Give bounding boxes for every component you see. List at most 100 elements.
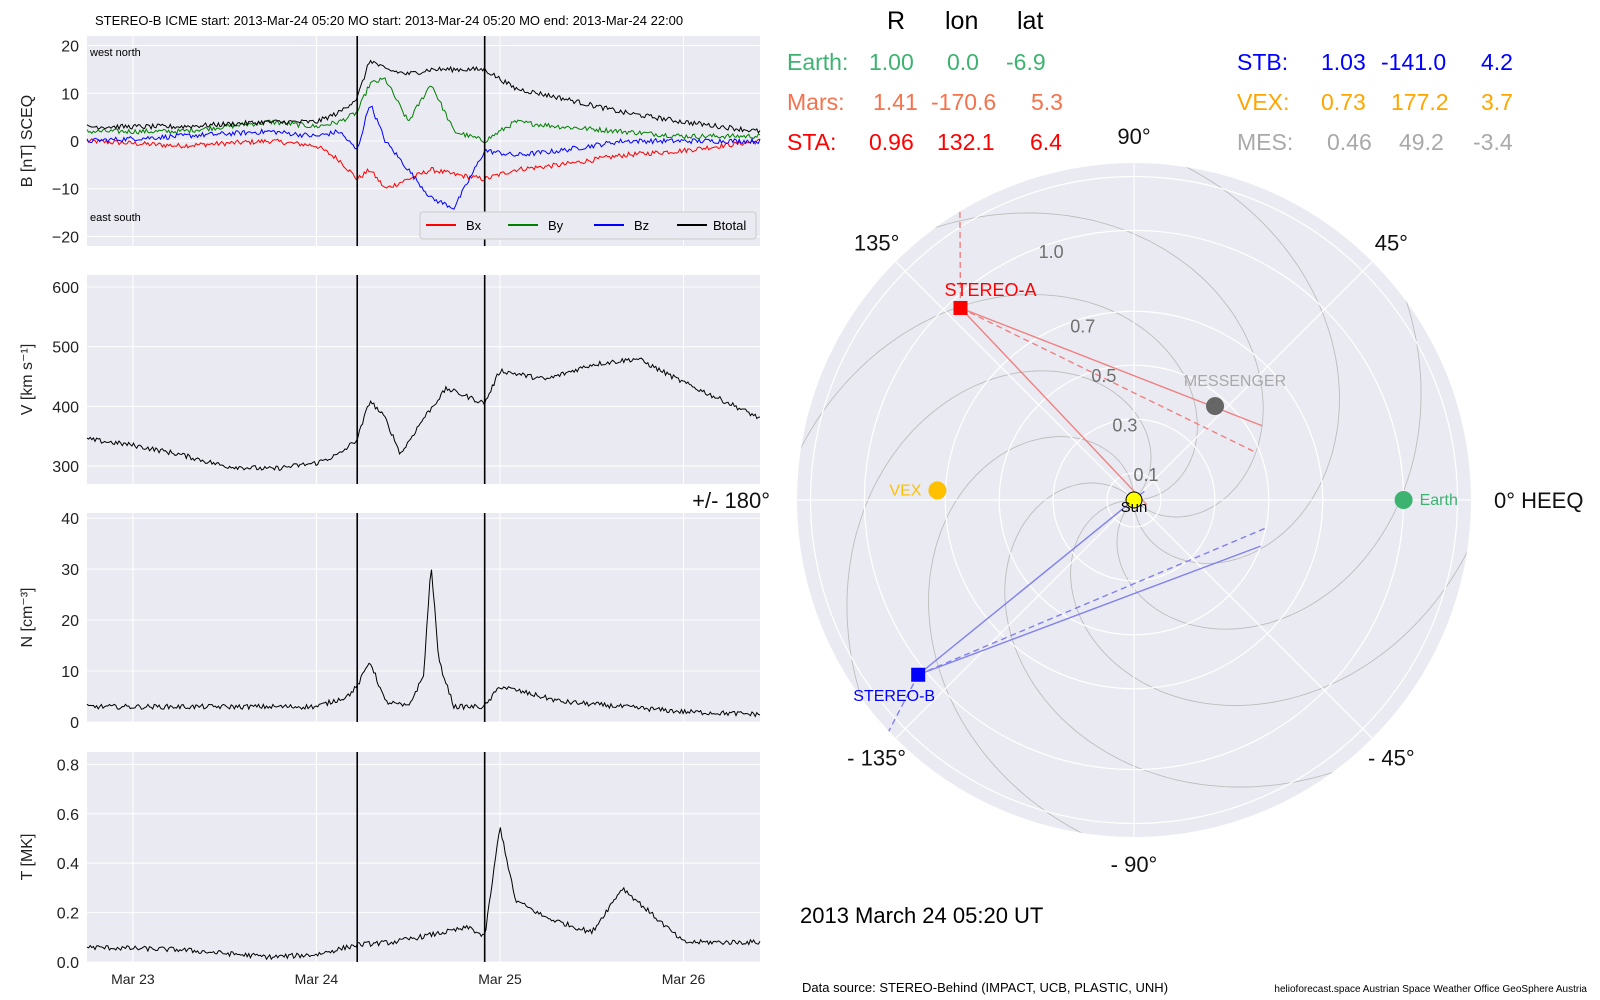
y-tick-label: −10	[52, 182, 79, 199]
legend-entry: By	[548, 218, 564, 233]
row-label-earth: Earth:	[787, 49, 849, 75]
angle-label: 135°	[854, 231, 900, 256]
angle-label: - 45°	[1368, 745, 1415, 770]
panel-temperature: 0.8 0.6 0.4 0.2 0.0 T [MK] Mar 23 Mar 24 Mar 25 M…	[19, 752, 761, 987]
stereo-a-view-line	[960, 307, 1255, 453]
panel-density: 40 30 20 10 0 N [cm⁻³]	[19, 511, 761, 732]
body-marker-stereo-a	[953, 300, 968, 315]
radial-tick-label: 0.7	[1070, 316, 1095, 336]
y-tick-label: 0.0	[57, 955, 79, 972]
y-tick-label: 0.4	[57, 856, 79, 873]
body-marker-earth	[1394, 491, 1413, 509]
body-label-sun: Sun	[1121, 499, 1148, 516]
y-axis-label: T [MK]	[19, 834, 36, 881]
row-r-vex: 0.73	[1321, 89, 1366, 115]
angle-spoke	[1133, 261, 1373, 501]
body-label-stereo-b: STEREO-B	[853, 688, 935, 705]
parker-spiral-line	[885, 212, 1264, 518]
y-tick-label: 20	[61, 613, 79, 630]
panel-background	[87, 275, 760, 484]
stereo-b-view-line	[917, 490, 1145, 676]
angle-label: +/- 180°	[692, 488, 770, 513]
y-tick-label: 0.2	[57, 906, 79, 923]
body-label-stereo-a: STEREO-A	[944, 280, 1036, 300]
body-marker-stereo-b	[911, 667, 926, 682]
row-label-stb: STB:	[1237, 49, 1289, 75]
angle-spoke	[895, 261, 1135, 501]
y-tick-label: 30	[61, 562, 79, 579]
parker-spiral-line	[928, 436, 1135, 837]
annotation-top: west north	[89, 47, 141, 59]
figure-header: STEREO-B ICME start: 2013-Mar-24 05:20 M…	[95, 13, 683, 28]
row-r-mes: 0.46	[1327, 129, 1372, 155]
row-r-sta: 0.96	[869, 129, 914, 155]
y-axis-label: N [cm⁻³]	[19, 588, 36, 648]
row-r-stb: 1.03	[1321, 49, 1366, 75]
angle-spoke	[895, 499, 1135, 739]
radial-tick-label: 1.0	[1039, 242, 1064, 262]
legend-entry: Btotal	[713, 218, 746, 233]
body-marker-vex	[928, 481, 947, 500]
y-tick-label: 500	[52, 340, 79, 357]
y-tick-label: 0	[70, 134, 79, 151]
series-line-By	[86, 77, 761, 144]
body-label-vex: VEX	[889, 482, 921, 499]
column-header-lon: lon	[945, 7, 979, 35]
row-lon-vex: 177.2	[1391, 89, 1449, 115]
x-tick-label: Mar 25	[478, 971, 522, 987]
angle-label: 0° HEEQ	[1494, 488, 1584, 513]
row-lon-sta: 132.1	[937, 129, 995, 155]
row-lat-mars: 5.3	[1031, 89, 1063, 115]
row-label-mars: Mars:	[787, 89, 845, 115]
series-line-density	[86, 569, 761, 718]
series-line-speed	[86, 357, 761, 472]
stereo-b-view-line	[917, 527, 1267, 676]
stereo-b-view-line	[917, 545, 1261, 676]
legend-entry: Bx	[466, 218, 482, 233]
legend-box	[419, 211, 757, 240]
panel-background	[87, 513, 760, 722]
y-tick-label: 40	[61, 511, 79, 528]
body-label-earth: Earth	[1420, 492, 1458, 509]
row-lon-earth: 0.0	[947, 49, 979, 75]
timeseries-panels: 20 10 0 −10 −20 B [nT] SCEQ west north east sou…	[19, 36, 761, 987]
stereo-a-view-line	[959, 307, 1148, 506]
row-label-sta: STA:	[787, 129, 837, 155]
row-lon-mars: -170.6	[931, 89, 997, 115]
series-line-Bx	[86, 138, 761, 189]
row-lon-stb: -141.0	[1381, 49, 1447, 75]
radial-tick-label: 0.3	[1112, 416, 1137, 436]
credits: helioforecast.space Austrian Space Weath…	[1274, 984, 1587, 995]
parker-spiral-line	[1070, 499, 1471, 706]
y-tick-label: 0.6	[57, 807, 79, 824]
column-header-r: R	[887, 7, 906, 35]
row-label-vex: VEX:	[1237, 89, 1290, 115]
parker-spiral-line	[846, 370, 1152, 749]
angle-label: 90°	[1117, 124, 1150, 149]
legend-entry: Bz	[634, 218, 649, 233]
row-lat-earth: -6.9	[1006, 49, 1046, 75]
row-lat-mes: -3.4	[1473, 129, 1513, 155]
body-label-messenger: MESSENGER	[1184, 373, 1286, 390]
annotation-bottom: east south	[90, 212, 141, 224]
x-tick-label: Mar 26	[662, 971, 706, 987]
body-marker-sun	[1125, 491, 1143, 509]
row-r-mars: 1.41	[873, 89, 918, 115]
y-tick-label: 300	[52, 459, 79, 476]
x-tick-label: Mar 24	[295, 971, 339, 987]
panel-magnetic-field: 20 10 0 −10 −20 B [nT] SCEQ west north east sou…	[19, 36, 761, 246]
angle-spoke	[1133, 499, 1373, 739]
series-line-Bz	[86, 105, 761, 210]
parker-spiral-line	[1133, 163, 1340, 564]
panel-background	[87, 752, 760, 962]
y-tick-label: 20	[61, 39, 79, 56]
row-lat-stb: 4.2	[1481, 49, 1513, 75]
column-header-lat: lat	[1017, 7, 1044, 35]
time-label: 2013 March 24 05:20 UT	[800, 903, 1043, 928]
legend: Bx By Bz Btotal	[419, 211, 757, 240]
parker-spiral-line	[1004, 482, 1383, 788]
angle-label: - 90°	[1111, 852, 1158, 877]
parker-spiral-line	[797, 294, 1198, 501]
stereo-b-view-line	[804, 674, 919, 837]
